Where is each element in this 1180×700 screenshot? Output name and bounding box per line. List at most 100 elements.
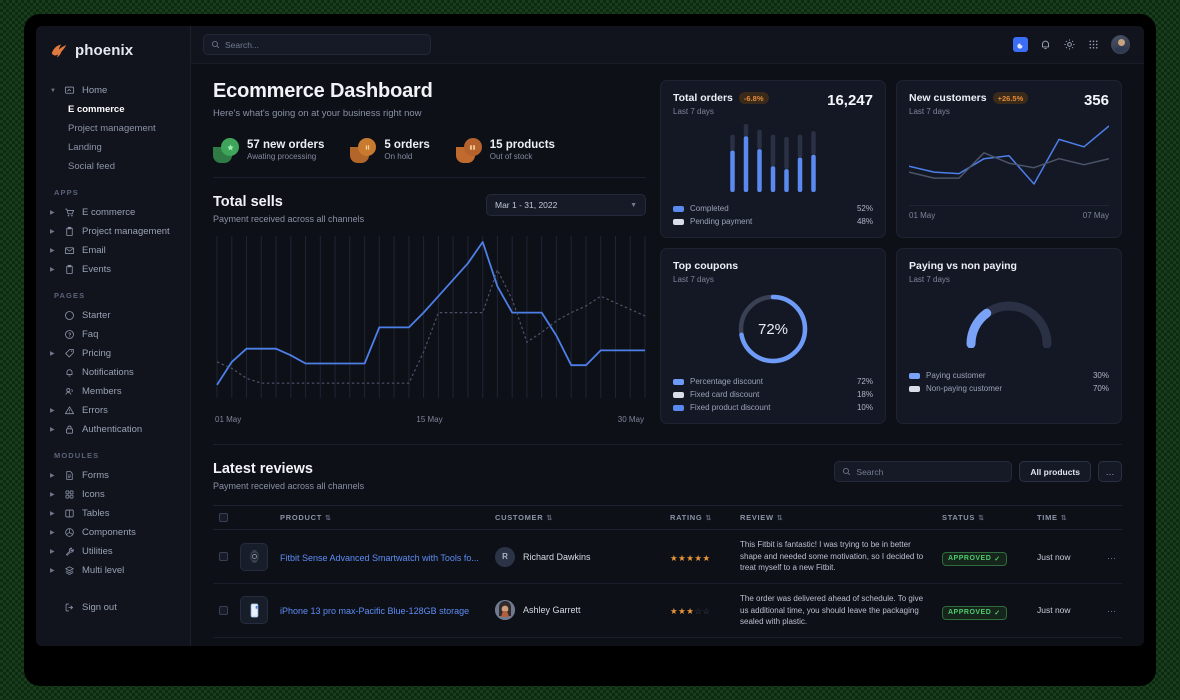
column-review[interactable]: REVIEW ⇅ [734,505,936,531]
new-customers-line-chart [908,125,1110,185]
column-actions [1101,505,1122,531]
theme-toggle-icon[interactable] [1013,37,1028,52]
avatar[interactable] [495,600,515,621]
sidebar-item-components[interactable]: ▶ Components [36,523,190,542]
sidebar-item-social-feed[interactable]: Social feed [68,161,116,172]
box-badge-icon [455,137,482,163]
sidebar-item-starter[interactable]: Starter [36,306,190,325]
change-badge: +26.5% [992,92,1029,105]
row-thumb-cell [234,529,274,584]
search-icon [843,468,851,476]
sidebar-item-signout[interactable]: Sign out [36,598,190,617]
sidebar-item-apps-email[interactable]: ▶ Email [36,241,190,260]
sidebar-label: Notifications [82,367,134,378]
sidebar-item-apps-ecommerce[interactable]: ▶ E commerce [36,203,190,222]
quick-stats: 57 new orders Awating processing [213,137,646,178]
left-column: Ecommerce Dashboard Here's what's going … [213,80,646,424]
paying-gauge [909,284,1109,364]
stat-sub: Awating processing [247,152,317,161]
legend-label: Paying customer [926,371,986,381]
sidebar-item-multi-level[interactable]: ▶ Multi level [36,561,190,580]
sort-icon: ⇅ [776,515,784,523]
chevron-right-icon: ▶ [50,228,55,235]
reviews-search-input[interactable]: Search [834,461,1013,483]
smartwatch-thumb [240,542,268,571]
column-time[interactable]: TIME ⇅ [1031,505,1101,531]
legend-value: 72% [856,377,873,387]
row-review-cell: This Fitbit is fantastic! I was trying t… [734,529,936,584]
ellipsis-icon[interactable]: ⋯ [1107,552,1116,563]
table-icon [65,509,74,518]
sidebar-item-home[interactable]: ▼ Home [36,81,190,100]
sidebar-item-notifications[interactable]: Notifications [36,363,190,382]
sidebar-item-tables[interactable]: ▶ Tables [36,504,190,523]
reviews-title: Latest reviews [213,461,313,478]
stat-out-of-stock[interactable]: 15 products Out of stock [455,137,555,163]
sidebar-item-apps-events[interactable]: ▶ Events [36,260,190,279]
legend-value: 70% [1092,384,1109,394]
sidebar-label: Multi level [82,565,125,576]
sidebar-label: Events [82,264,112,275]
brand-logo[interactable]: phoenix [36,40,190,81]
ellipsis-icon[interactable]: ⋯ [1107,606,1116,617]
product-link[interactable]: Fitbit Sense Advanced Smartwatch with To… [280,552,479,563]
table-row[interactable] [213,637,1122,646]
legend-swatch [673,205,684,212]
chevron-right-icon: ▶ [50,548,55,555]
legend-value: 18% [856,390,873,400]
card-value: 356 [1083,92,1109,109]
sidebar-item-faq[interactable]: Faq [36,325,190,344]
stat-on-hold[interactable]: 5 orders On hold [350,137,430,163]
sidebar-item-utilities[interactable]: ▶ Utilities [36,542,190,561]
column-customer[interactable]: CUSTOMER ⇅ [489,505,664,531]
bell-icon[interactable] [1039,38,1052,51]
sidebar-item-pricing[interactable]: ▶ Pricing [36,344,190,363]
date-range-select[interactable]: Mar 1 - 31, 2022 ▼ [486,194,646,216]
avatar[interactable] [1111,35,1130,54]
sidebar-label: Errors [82,405,108,416]
global-search[interactable]: Search... [203,34,431,55]
select-all-header [213,505,234,531]
grid-apps-icon[interactable] [1087,38,1100,51]
reviews-more-button[interactable]: … [1098,461,1122,483]
sidebar-item-ecommerce[interactable]: E commerce [68,104,125,115]
row-checkbox[interactable] [219,552,228,562]
column-label: PRODUCT [280,513,322,523]
x-tick: 15 May [416,415,443,424]
users-icon [65,388,73,395]
stat-new-orders[interactable]: 57 new orders Awating processing [213,137,324,163]
column-product[interactable]: PRODUCT ⇅ [274,505,489,531]
select-all-checkbox[interactable] [219,513,228,523]
table-row[interactable]: iPhone 13 pro max-Pacific Blue-128GB sto… [213,583,1122,638]
brand-name: phoenix [75,42,134,59]
gear-icon[interactable] [1063,38,1076,51]
all-products-button[interactable]: All products [1019,461,1091,483]
avatar[interactable]: R [495,546,515,567]
sidebar-item-forms[interactable]: ▶ Forms [36,466,190,485]
row-status-cell: APPROVED ✓ [936,583,1031,638]
row-time-cell: Just now [1031,583,1101,638]
sidebar-label: Members [82,386,122,397]
sidebar-item-landing[interactable]: Landing [68,142,102,153]
sidebar-item-apps-project-management[interactable]: ▶ Project management [36,222,190,241]
legend-label: Pending payment [690,217,753,227]
sidebar-item-project-management[interactable]: Project management [68,123,156,134]
sidebar-item-members[interactable]: Members [36,382,190,401]
sidebar-label: Starter [82,310,111,321]
sidebar-item-errors[interactable]: ▶ Errors [36,401,190,420]
sidebar-item-icons[interactable]: ▶ Icons [36,485,190,504]
chevron-right-icon: ▶ [50,209,55,216]
row-checkbox[interactable] [219,605,228,615]
legend-value: 30% [1092,371,1109,381]
product-link[interactable]: iPhone 13 pro max-Pacific Blue-128GB sto… [280,606,470,617]
customer-name: Richard Dawkins [523,551,591,562]
status-badge: APPROVED ✓ [942,551,1007,566]
chevron-right-icon: ▶ [50,247,55,254]
table-row[interactable]: Fitbit Sense Advanced Smartwatch with To… [213,529,1122,584]
column-status[interactable]: STATUS ⇅ [936,505,1031,531]
sidebar-item-authentication[interactable]: ▶ Authentication [36,420,190,439]
legend-item: Fixed card discount 18% [673,390,873,399]
column-rating[interactable]: RATING ⇅ [664,505,734,531]
sidebar-section-apps: APPS [54,188,79,197]
total-sells-subtitle: Payment received across all channels [213,214,365,224]
